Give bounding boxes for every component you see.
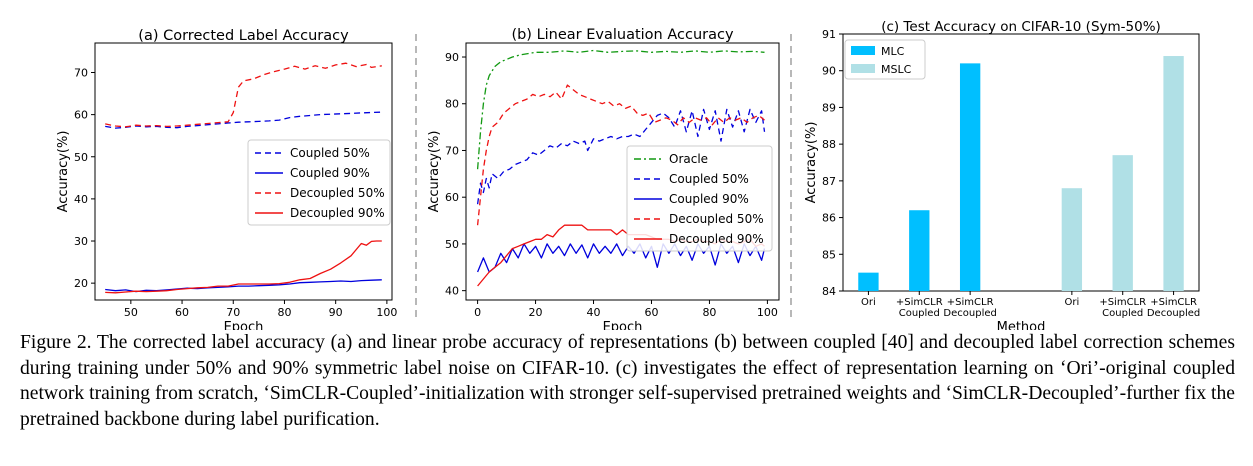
bar-mlc <box>909 210 930 291</box>
legend-box <box>247 139 391 226</box>
y-tick-label: 80 <box>445 98 459 111</box>
x-tick-label: 60 <box>175 306 189 319</box>
y-axis-label: Accuracy(%) <box>427 131 442 213</box>
chart-title: (a) Corrected Label Accuracy <box>138 28 349 44</box>
x-tick-label: 70 <box>226 306 240 319</box>
legend-swatch <box>851 64 875 73</box>
y-tick-label: 70 <box>74 66 88 79</box>
plot-frame <box>465 42 780 301</box>
x-axis-label: Epoch <box>603 320 643 330</box>
x-tick-label: Ori <box>861 297 876 308</box>
x-tick-label: +SimCLR <box>896 297 943 308</box>
series-line-decoupled-50- <box>105 62 382 128</box>
chart-corrected-label-accuracy: (a) Corrected Label Accuracy 50 60 70 80 90 10… <box>56 28 397 330</box>
legend-label: Decoupled 50% <box>290 186 385 200</box>
legend-label: Coupled 90% <box>669 192 749 206</box>
x-tick-label: Coupled <box>899 308 940 319</box>
series-line-coupled-90- <box>105 279 382 293</box>
chart-linear-evaluation-accuracy: (b) Linear Evaluation Accuracy 0 20 40 60 80 1… <box>427 27 780 330</box>
series-line-decoupled-90- <box>105 240 382 294</box>
plot-frame <box>842 33 1200 292</box>
x-tick-label: 100 <box>757 306 778 319</box>
series-line-decoupled-50- <box>476 84 765 226</box>
y-tick-label: 90 <box>445 51 459 64</box>
x-tick-label: Ori <box>1064 297 1079 308</box>
bar-mslc <box>1163 56 1184 292</box>
x-tick-label: 50 <box>124 306 138 319</box>
x-tick-label: 100 <box>376 306 397 319</box>
y-tick-label: 88 <box>822 138 836 151</box>
y-tick-label: 70 <box>445 144 459 157</box>
legend-label: Oracle <box>669 152 708 166</box>
bar-mlc <box>858 272 879 291</box>
x-tick-label: 80 <box>702 306 716 319</box>
y-tick-label: 40 <box>74 193 88 206</box>
y-tick-label: 20 <box>74 277 88 290</box>
y-tick-label: 89 <box>822 101 836 114</box>
x-tick-label: Decoupled <box>1147 308 1200 319</box>
y-tick-label: 40 <box>445 285 459 298</box>
x-tick-label: 0 <box>474 306 481 319</box>
legend-label: MSLC <box>881 63 912 76</box>
bar-mslc <box>1112 155 1133 291</box>
legend-label: Decoupled 90% <box>290 206 385 220</box>
plot-frame <box>94 42 393 301</box>
chart-test-accuracy-cifar10: (c) Test Accuracy on CIFAR-10 (Sym-50%) 8… <box>804 19 1200 330</box>
x-axis-label: Epoch <box>224 320 264 330</box>
y-tick-label: 50 <box>74 151 88 164</box>
legend-label: Coupled 50% <box>669 172 749 186</box>
x-tick-label: 40 <box>587 306 601 319</box>
chart-title: (b) Linear Evaluation Accuracy <box>511 27 734 43</box>
y-tick-label: 84 <box>822 285 836 298</box>
figure-canvas: (a) Corrected Label Accuracy 50 60 70 80 90 10… <box>56 19 1200 330</box>
legend-label: Coupled 90% <box>290 166 370 180</box>
y-tick-label: 90 <box>822 65 836 78</box>
x-tick-label: +SimCLR <box>1099 297 1146 308</box>
series-line-oracle <box>476 49 765 170</box>
x-tick-label: Decoupled <box>943 308 996 319</box>
y-tick-label: 85 <box>822 248 836 261</box>
y-tick-label: 60 <box>445 191 459 204</box>
x-axis-label: Method <box>997 320 1046 330</box>
legend-label: MLC <box>881 45 905 58</box>
bar-mlc <box>959 63 981 291</box>
y-tick-label: 60 <box>74 109 88 122</box>
x-tick-label: 60 <box>644 306 658 319</box>
y-tick-label: 50 <box>445 238 459 251</box>
x-tick-label: +SimCLR <box>947 297 994 308</box>
y-tick-label: 30 <box>74 235 88 248</box>
figure-caption: Figure 2. The corrected label accuracy (… <box>20 332 1235 430</box>
y-axis-label: Accuracy(%) <box>804 122 819 204</box>
y-axis-label: Accuracy(%) <box>56 131 71 213</box>
legend-swatch <box>851 46 875 55</box>
legend-label: Decoupled 90% <box>669 232 764 246</box>
x-tick-label: Coupled <box>1102 308 1143 319</box>
x-tick-label: 90 <box>329 306 343 319</box>
legend-label: Coupled 50% <box>290 146 370 160</box>
bar-mslc <box>1061 188 1083 291</box>
series-line-coupled-50- <box>105 111 382 129</box>
legend-box <box>626 145 773 252</box>
y-tick-label: 86 <box>822 212 836 225</box>
x-tick-label: 20 <box>529 306 543 319</box>
y-tick-label: 91 <box>822 28 836 41</box>
y-tick-label: 87 <box>822 175 836 188</box>
x-tick-label: 80 <box>277 306 291 319</box>
x-tick-label: +SimCLR <box>1150 297 1197 308</box>
legend-label: Decoupled 50% <box>669 212 764 226</box>
chart-title: (c) Test Accuracy on CIFAR-10 (Sym-50%) <box>881 19 1161 35</box>
